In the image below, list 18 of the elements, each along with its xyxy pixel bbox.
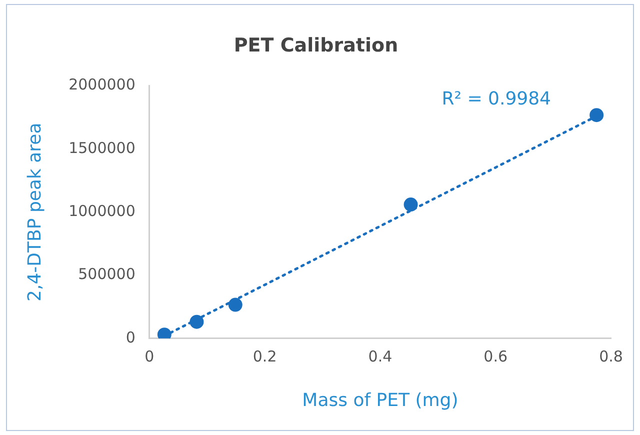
x-tick-label: 0 xyxy=(144,347,154,366)
y-tick-label: 2000000 xyxy=(68,76,136,94)
chart-title: PET Calibration xyxy=(234,34,398,56)
x-tick-label: 0.6 xyxy=(484,347,508,366)
point xyxy=(590,108,604,122)
y-tick-label: 500000 xyxy=(78,265,136,284)
y-tick-label: 1000000 xyxy=(68,202,136,220)
point xyxy=(228,298,242,312)
y-tick-label: 1500000 xyxy=(68,138,136,157)
point xyxy=(404,198,418,212)
point xyxy=(190,314,204,329)
x-axis-title: Mass of PET (mg) xyxy=(302,390,458,411)
y-tick-label: 0 xyxy=(126,328,136,346)
x-tick-label: 0.2 xyxy=(252,347,277,366)
x-tick-label: 0.8 xyxy=(599,347,623,366)
y-axis-title: 2,4-DTBP peak area xyxy=(24,122,46,302)
x-tick-label: 0.4 xyxy=(368,347,392,366)
annotation: R² = 0.9984 xyxy=(442,88,551,110)
